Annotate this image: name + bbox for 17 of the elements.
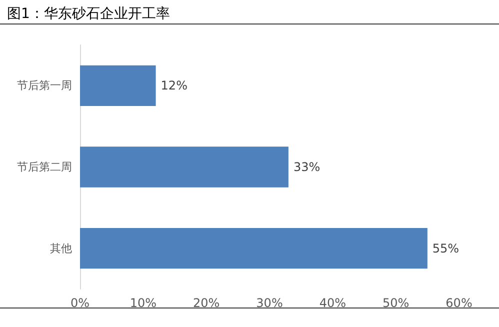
y-tick-label: 节后第二周 xyxy=(17,160,72,174)
bar xyxy=(80,65,156,106)
y-tick-label: 其他 xyxy=(50,242,72,255)
x-tick-label: 10% xyxy=(130,296,157,310)
data-label: 33% xyxy=(293,160,320,174)
x-tick-label: 40% xyxy=(319,296,346,310)
x-tick-label: 0% xyxy=(70,296,90,310)
bar xyxy=(80,228,428,269)
data-label: 12% xyxy=(160,78,188,93)
bar xyxy=(80,146,288,188)
x-tick-label: 30% xyxy=(256,296,283,310)
y-tick-label: 节后第一周 xyxy=(17,79,72,92)
x-tick-label: 60% xyxy=(446,296,472,310)
data-label: 55% xyxy=(432,241,460,256)
x-tick-label: 50% xyxy=(382,296,410,310)
x-tick-label: 20% xyxy=(192,296,220,310)
chart-title: 图1：华东砂石企业开工率 xyxy=(7,6,170,22)
